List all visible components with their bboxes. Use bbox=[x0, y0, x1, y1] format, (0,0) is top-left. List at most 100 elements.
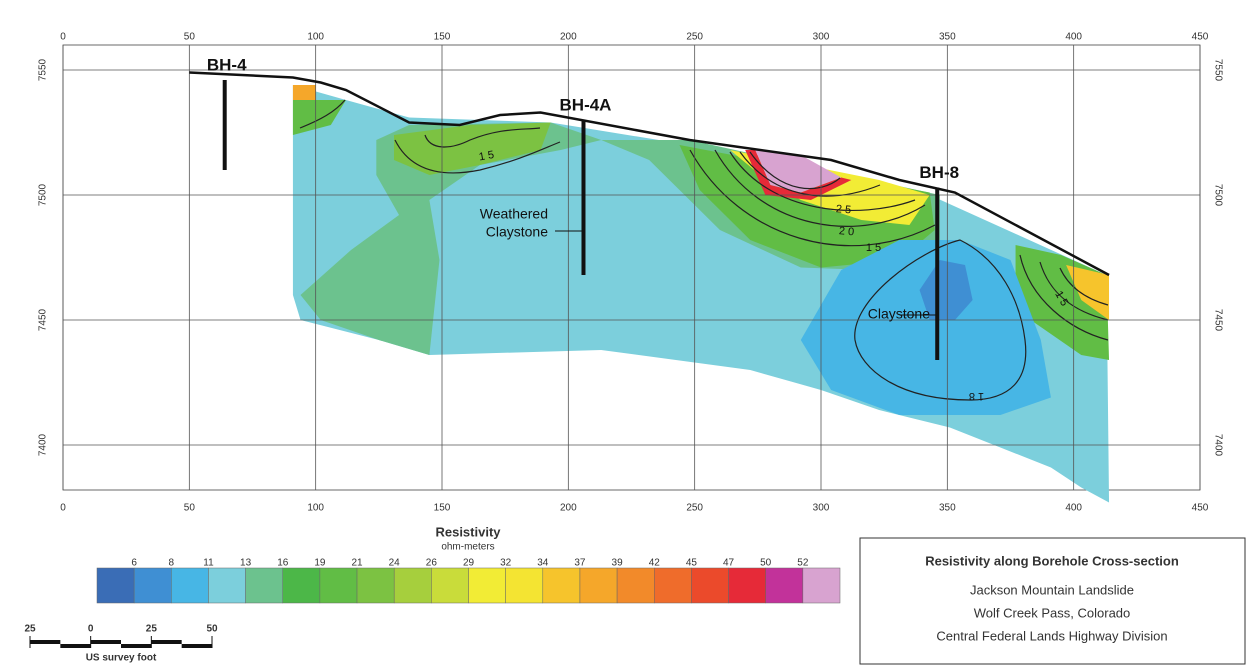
contour-line bbox=[424, 127, 541, 148]
annotation: Claystone bbox=[486, 224, 548, 240]
colorbar-tick-label: 47 bbox=[723, 558, 735, 569]
annotation: Claystone bbox=[868, 306, 930, 322]
contour-line bbox=[1019, 254, 1109, 341]
colorbar-swatch bbox=[728, 567, 766, 604]
x-tick-label: 400 bbox=[1065, 503, 1082, 514]
colorbar-swatch bbox=[96, 567, 135, 604]
colorbar-swatch bbox=[133, 567, 172, 604]
colorbar-tick-label: 42 bbox=[649, 558, 661, 569]
contour-label: 18 bbox=[966, 390, 984, 402]
colorbar-tick-label: 37 bbox=[574, 558, 586, 569]
resistivity-region bbox=[300, 122, 602, 355]
x-tick-label: 350 bbox=[939, 32, 956, 43]
resistivity-region bbox=[745, 150, 852, 200]
contour-line bbox=[394, 139, 561, 174]
legend-line: Wolf Creek Pass, Colorado bbox=[974, 605, 1131, 620]
colorbar-swatch bbox=[245, 567, 284, 604]
y-tick-label: 7500 bbox=[38, 183, 49, 206]
resistivity-region bbox=[919, 260, 973, 320]
scale-unit: US survey foot bbox=[86, 653, 157, 664]
colorbar-tick-label: 32 bbox=[500, 558, 512, 569]
scale-label: 50 bbox=[206, 624, 218, 635]
colorbar-tick-label: 21 bbox=[351, 558, 363, 569]
colorbar-tick-label: 34 bbox=[537, 558, 549, 569]
colorbar-swatch bbox=[542, 567, 581, 604]
y-tick-label: 7550 bbox=[38, 58, 49, 81]
colorbar-swatch bbox=[691, 567, 729, 604]
contour-line bbox=[854, 239, 1027, 401]
scale-bar-segment bbox=[181, 644, 212, 648]
y-tick-label: 7450 bbox=[38, 308, 49, 331]
contour-line bbox=[749, 151, 841, 190]
legend-frame bbox=[859, 537, 1246, 665]
x-tick-label: 50 bbox=[184, 503, 196, 514]
x-tick-label: 300 bbox=[813, 32, 830, 43]
colorbar-swatch bbox=[616, 567, 655, 604]
x-tick-label: 350 bbox=[939, 503, 956, 514]
x-tick-label: 400 bbox=[1065, 32, 1082, 43]
x-tick-label: 150 bbox=[434, 32, 451, 43]
colorbar-swatch bbox=[282, 567, 321, 604]
resistivity-region bbox=[755, 150, 842, 193]
x-tick-label: 150 bbox=[434, 503, 451, 514]
resistivity-region bbox=[393, 122, 551, 175]
colorbar-tick-label: 50 bbox=[760, 558, 772, 569]
scale-bar-segment bbox=[30, 640, 61, 644]
x-tick-label: 200 bbox=[560, 503, 577, 514]
y-tick-label: 7550 bbox=[1212, 59, 1223, 82]
regions bbox=[292, 85, 1110, 503]
borehole-label: BH-4 bbox=[207, 55, 247, 74]
contour-line bbox=[729, 151, 916, 212]
contour-line bbox=[714, 149, 926, 227]
contour-label: 20 bbox=[838, 225, 857, 239]
contour-line bbox=[1039, 261, 1109, 321]
x-tick-label: 250 bbox=[686, 503, 703, 514]
contour-line bbox=[1059, 267, 1109, 306]
contour-label: 25 bbox=[835, 203, 854, 217]
colorbar-head: Resistivity ohm-meters bbox=[435, 524, 501, 552]
scale-bar-segment bbox=[60, 644, 91, 648]
x-tick-label: 0 bbox=[60, 503, 66, 514]
scale-bar-segment bbox=[151, 640, 182, 644]
colorbar-tick-label: 6 bbox=[131, 558, 137, 569]
colorbar-swatch bbox=[171, 567, 209, 604]
borehole-label: BH-8 bbox=[919, 163, 959, 182]
resistivity-region bbox=[800, 240, 1051, 415]
colorbar-tick-label: 26 bbox=[426, 558, 438, 569]
grid: 0 0 50 50 100 100 150 150 200 200 250 250 300 300 350 3… bbox=[38, 32, 1224, 514]
colorbar-tick-label: 45 bbox=[686, 558, 698, 569]
colorbar-swatch bbox=[319, 567, 358, 604]
legend-line: Central Federal Lands Highway Division bbox=[936, 628, 1167, 643]
resistivity-region bbox=[679, 145, 935, 268]
x-tick-label: 450 bbox=[1192, 503, 1209, 514]
colorbar-tick-label: 19 bbox=[314, 558, 326, 569]
x-tick-label: 300 bbox=[813, 503, 830, 514]
colorbar-tick-label: 8 bbox=[169, 558, 175, 569]
colorbar-swatch bbox=[431, 567, 469, 604]
x-tick-label: 100 bbox=[307, 503, 324, 514]
colorbar-tick-label: 29 bbox=[463, 558, 475, 569]
colorbar-swatch bbox=[208, 567, 246, 604]
x-tick-label: 200 bbox=[560, 32, 577, 43]
legend-title: Resistivity along Borehole Cross-section bbox=[925, 553, 1179, 568]
resistivity-region bbox=[1066, 265, 1110, 320]
colorbar-swatch bbox=[505, 567, 544, 604]
overlay: BH-4 BH-4A BH-8 Weathered Claystone Claystone… bbox=[189, 55, 1110, 402]
colorbar-tick-label: 52 bbox=[797, 558, 809, 569]
colorbar-swatch bbox=[468, 567, 506, 604]
colorbar-unit: ohm-meters bbox=[441, 542, 494, 553]
borehole-label: BH-4A bbox=[560, 95, 612, 114]
colorbar-tick-label: 24 bbox=[389, 558, 401, 569]
ground-surface bbox=[189, 71, 1110, 277]
annotation: Weathered bbox=[480, 206, 548, 222]
contour-label: 15 bbox=[866, 242, 884, 254]
contour-line bbox=[689, 149, 936, 247]
scale-label: 25 bbox=[146, 624, 158, 635]
colorbar-swatch bbox=[765, 567, 804, 604]
x-tick-label: 0 bbox=[60, 32, 66, 43]
colorbar-tick-label: 13 bbox=[240, 558, 252, 569]
scale-bar-segment bbox=[90, 640, 121, 644]
y-tick-label: 7400 bbox=[1212, 434, 1223, 457]
legend-box: Resistivity along Borehole Cross-section… bbox=[859, 537, 1246, 665]
colorbar-tick-label: 11 bbox=[203, 558, 214, 569]
